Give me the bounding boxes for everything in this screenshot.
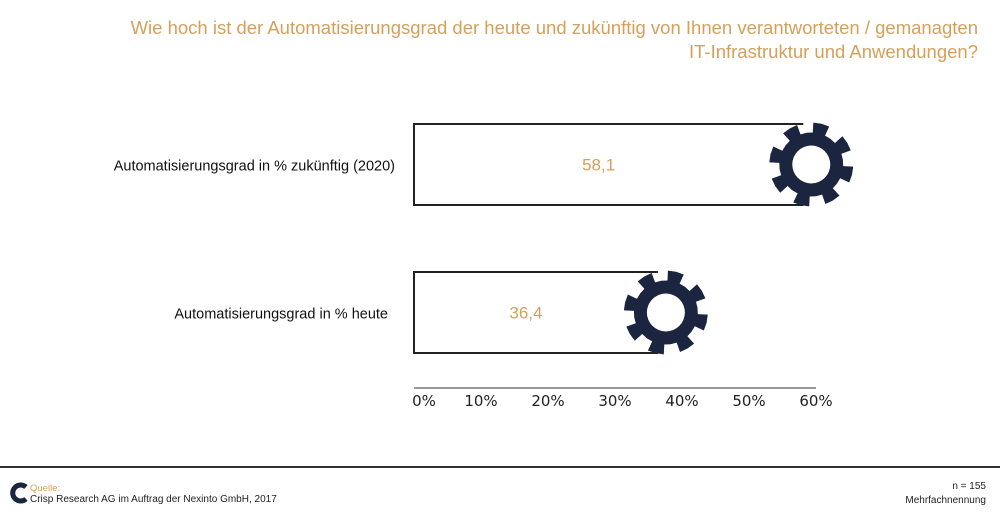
sample-size: n = 155 bbox=[952, 481, 986, 492]
chart-title: Wie hoch ist der Automatisierungsgrad de… bbox=[18, 16, 978, 64]
title-line-2: IT-Infrastruktur und Anwendungen? bbox=[689, 41, 978, 62]
x-tick-label: 40% bbox=[665, 392, 698, 410]
x-tick-label: 0% bbox=[412, 392, 436, 410]
gear-hole bbox=[646, 293, 685, 332]
x-tick-label: 50% bbox=[732, 392, 765, 410]
footer-divider bbox=[0, 466, 1000, 468]
bar bbox=[413, 123, 804, 206]
crisp-logo-icon bbox=[10, 482, 28, 504]
source-label: Quelle: bbox=[30, 483, 61, 494]
data-label: 58,1 bbox=[582, 156, 615, 175]
gear-hole bbox=[792, 145, 831, 184]
title-line-1: Wie hoch ist der Automatisierungsgrad de… bbox=[130, 17, 978, 38]
bar-chart: 58,1 Automatisierungsgrad in % zukünftig … bbox=[114, 122, 854, 410]
data-label: 36,4 bbox=[509, 304, 542, 323]
x-tick-label: 10% bbox=[464, 392, 497, 410]
x-tick-label: 20% bbox=[531, 392, 564, 410]
category-label: Automatisierungsgrad in % zukünftig (202… bbox=[114, 159, 395, 175]
x-tick-label: 60% bbox=[799, 392, 832, 410]
category-label: Automatisierungsgrad in % heute bbox=[174, 307, 388, 323]
x-tick-label: 30% bbox=[598, 392, 631, 410]
bar bbox=[413, 271, 658, 354]
multiple-answers-note: Mehrfachnennung bbox=[905, 495, 986, 506]
source-text: Crisp Research AG im Auftrag der Nexinto… bbox=[30, 494, 277, 505]
